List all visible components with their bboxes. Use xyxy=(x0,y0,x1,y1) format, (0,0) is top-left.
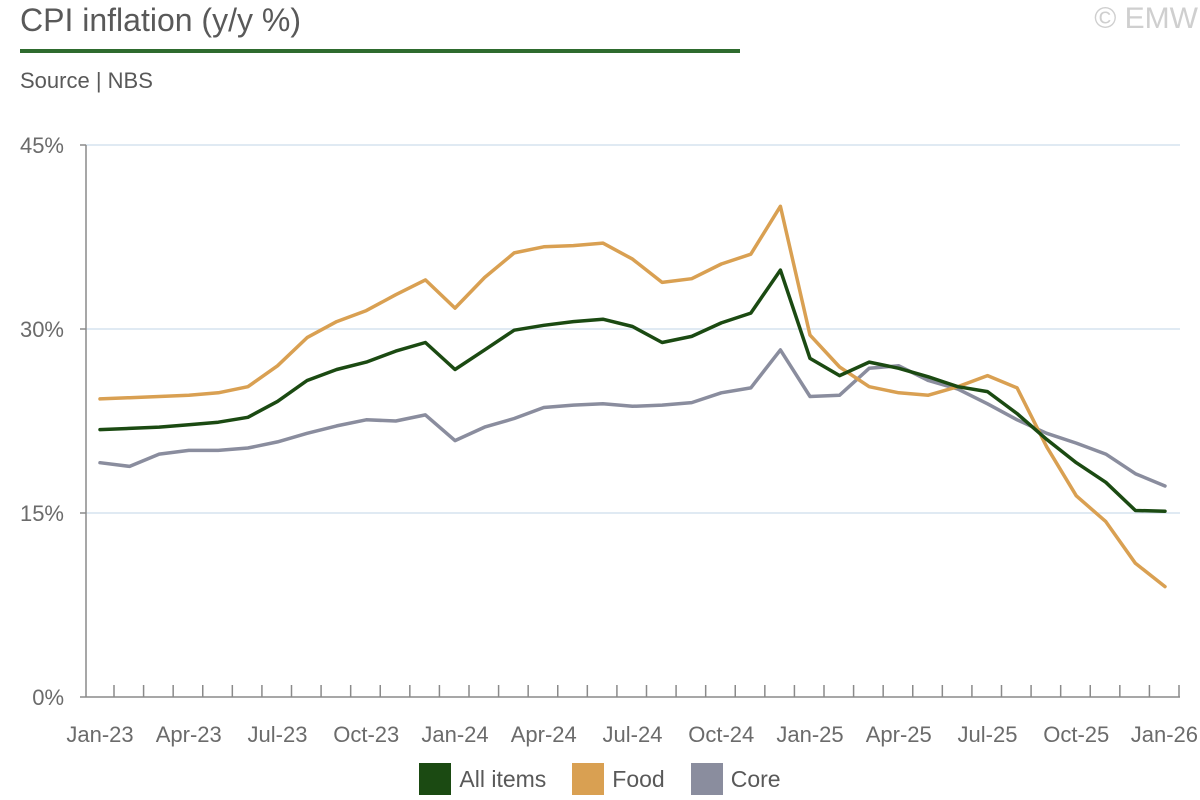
x-tick-label: Apr-24 xyxy=(511,722,577,747)
x-tick-label: Jan-25 xyxy=(776,722,843,747)
series-line-core xyxy=(98,348,1167,488)
y-tick-label: 15% xyxy=(20,501,64,526)
legend-item-food: Food xyxy=(572,763,665,795)
title-underline xyxy=(20,49,740,53)
series-lines xyxy=(98,204,1167,589)
x-tick-label: Jan-26 xyxy=(1131,722,1198,747)
legend: All items Food Core xyxy=(0,763,1200,795)
source-note: Source | NBS xyxy=(20,68,153,93)
x-tick-label: Oct-23 xyxy=(333,722,399,747)
axes xyxy=(80,144,1180,698)
x-tick-label: Jul-23 xyxy=(248,722,308,747)
x-tick-label: Jan-23 xyxy=(66,722,133,747)
legend-label-core: Core xyxy=(730,765,781,792)
legend-swatch-core xyxy=(690,763,723,795)
legend-item-all-items: All items xyxy=(419,763,546,795)
x-tick-label: Jul-25 xyxy=(958,722,1018,747)
y-tick-label: 0% xyxy=(32,685,64,710)
legend-swatch-all-items xyxy=(419,763,452,795)
chart-title: CPI inflation (y/y %) xyxy=(20,2,301,38)
tick-labels: 0% 15% 30% 45% Jan-23 Apr-23 Jul-23 Oct-23 Jan-2… xyxy=(20,133,1198,747)
y-tick-label: 45% xyxy=(20,133,64,158)
series-line-food xyxy=(98,204,1167,589)
x-tick-label: Oct-25 xyxy=(1043,722,1109,747)
legend-label-all-items: All items xyxy=(459,765,547,792)
y-tick-label: 30% xyxy=(20,317,64,342)
copyright-mark: © EMW xyxy=(1094,2,1198,35)
series-line-all-items xyxy=(98,268,1167,513)
legend-label-food: Food xyxy=(612,765,665,792)
x-tick-label: Jul-24 xyxy=(603,722,663,747)
x-tick-label: Oct-24 xyxy=(688,722,754,747)
gridlines xyxy=(86,144,1180,514)
x-tick-label: Apr-23 xyxy=(156,722,222,747)
x-tick-label: Jan-24 xyxy=(421,722,488,747)
legend-swatch-food xyxy=(572,763,605,795)
x-tick-label: Apr-25 xyxy=(866,722,932,747)
legend-item-core: Core xyxy=(690,763,781,795)
